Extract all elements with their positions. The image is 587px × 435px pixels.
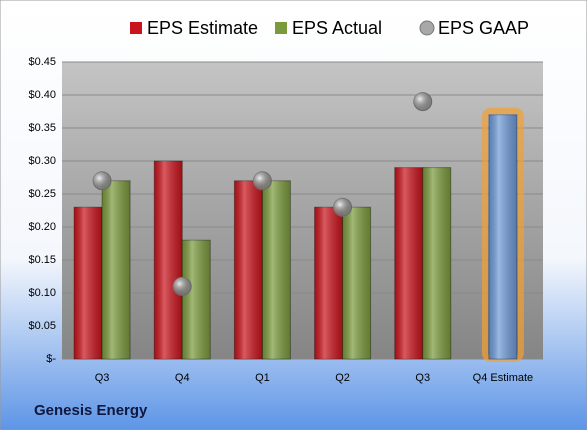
x-tick-label: Q3 — [415, 372, 430, 384]
legend-marker — [275, 22, 287, 34]
bar-shine — [182, 240, 211, 359]
legend-marker — [130, 22, 142, 34]
bar-shine — [422, 167, 451, 359]
y-tick-label: $0.45 — [28, 56, 56, 68]
x-tick-label: Q4 Estimate — [473, 372, 534, 384]
bar-shine — [394, 167, 423, 359]
legend-label: EPS GAAP — [438, 18, 529, 38]
plot-area — [62, 62, 543, 359]
y-tick-label: $0.15 — [28, 254, 56, 266]
legend-label: EPS Estimate — [147, 18, 258, 38]
gaap-point-shine — [253, 171, 272, 190]
y-tick-label: $0.10 — [28, 287, 56, 299]
x-tick-label: Q2 — [335, 372, 350, 384]
gaap-point-shine — [413, 92, 432, 111]
y-tick-label: $- — [46, 353, 56, 365]
bar-shine — [488, 114, 517, 359]
bar-shine — [102, 180, 131, 359]
bar-shine — [234, 180, 263, 359]
x-tick-label: Q3 — [95, 372, 110, 384]
y-tick-label: $0.25 — [28, 188, 56, 200]
y-tick-label: $0.40 — [28, 89, 56, 101]
x-tick-label: Q1 — [255, 372, 270, 384]
y-tick-label: $0.05 — [28, 320, 56, 332]
bar-shine — [342, 207, 371, 359]
bar-shine — [314, 207, 343, 359]
bar-shine — [74, 207, 103, 359]
bar-shine — [262, 180, 291, 359]
gaap-point-shine — [173, 277, 192, 296]
y-tick-label: $0.20 — [28, 221, 56, 233]
gaap-point-shine — [93, 171, 112, 190]
gaap-point-shine — [333, 198, 352, 217]
bar-shine — [154, 161, 183, 359]
x-tick-label: Q4 — [175, 372, 190, 384]
caption: Genesis Energy — [34, 402, 148, 419]
legend-marker — [419, 20, 435, 36]
y-tick-label: $0.30 — [28, 155, 56, 167]
legend-label: EPS Actual — [292, 18, 382, 38]
y-tick-label: $0.35 — [28, 122, 56, 134]
